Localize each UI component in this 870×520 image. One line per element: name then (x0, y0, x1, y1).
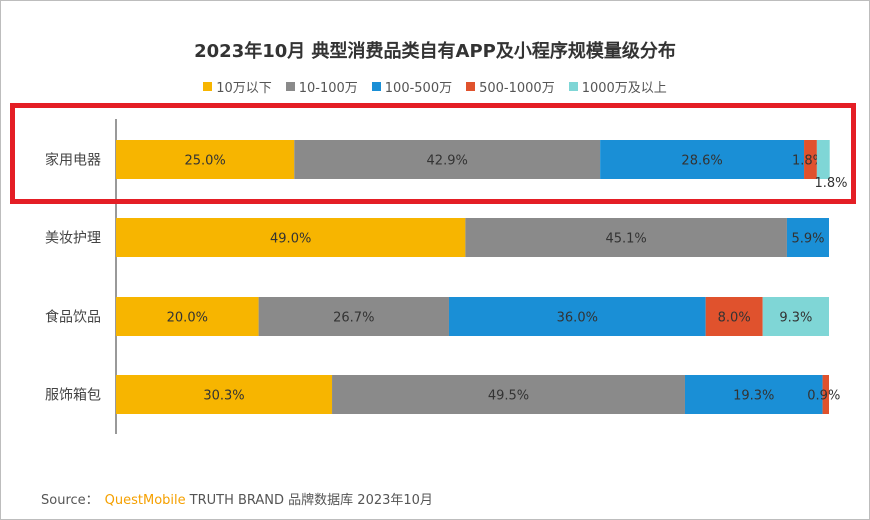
data-label: 28.6% (681, 154, 722, 169)
data-label: 45.1% (605, 232, 646, 247)
data-label: 1.8% (814, 176, 847, 191)
data-label: 26.7% (333, 311, 374, 326)
legend-label: 10-100万 (298, 81, 358, 96)
source-rest: TRUTH BRAND 品牌数据库 2023年10月 (189, 493, 433, 508)
legend-item-over-10m: 1000万及以上 (568, 77, 667, 96)
source-label: Source： (41, 493, 99, 508)
legend-swatch (371, 82, 381, 91)
bar-segment (684, 375, 823, 414)
data-label: 36.0% (557, 311, 598, 326)
source-note: Source： QuestMobile TRUTH BRAND 品牌数据库 2023… (41, 489, 433, 508)
data-label: 9.3% (779, 311, 812, 326)
bar-segment (804, 140, 817, 179)
chart-title: 2023年10月 典型消费品类自有APP及小程序规模量级分布 (194, 41, 676, 62)
bar-segment (116, 140, 295, 179)
bar-segment (705, 297, 763, 336)
data-label: 0.9% (807, 389, 840, 404)
legend-swatch (203, 82, 213, 91)
legend-swatch (568, 82, 578, 91)
legend-item-5m-10m: 500-1000万 (466, 77, 555, 96)
bar-segment (600, 140, 805, 179)
category-label: 食品饮品 (45, 309, 101, 326)
category-label: 家用电器 (45, 152, 101, 169)
legend-item-under-100k: 10万以下 (203, 77, 272, 96)
data-label: 30.3% (203, 389, 244, 404)
bar-segment (465, 218, 787, 257)
legend-label: 10万以下 (216, 81, 272, 96)
bar-segment (258, 297, 449, 336)
data-label: 49.5% (488, 389, 529, 404)
data-label: 49.0% (270, 232, 311, 247)
bar-segment (116, 218, 466, 257)
legend-item-100k-1m: 10-100万 (285, 77, 358, 96)
legend-label: 500-1000万 (479, 81, 555, 96)
data-label: 20.0% (167, 311, 208, 326)
bar-segment (816, 140, 830, 179)
data-label: 42.9% (427, 154, 468, 169)
category-label: 美妆护理 (45, 231, 101, 247)
bar-segment (116, 297, 259, 336)
legend-swatch (285, 82, 295, 91)
legend-swatch (466, 82, 476, 91)
bar-segment (294, 140, 601, 179)
data-label: 8.0% (718, 311, 751, 326)
bar-segment (448, 297, 706, 336)
legend-label: 1000万及以上 (581, 81, 667, 96)
source-brand: QuestMobile (104, 493, 186, 508)
legend-item-1m-5m: 100-500万 (371, 77, 453, 96)
data-label: 25.0% (184, 154, 225, 169)
data-label: 1.8% (792, 154, 825, 169)
bar-segment (762, 297, 829, 336)
bar-segment (786, 218, 829, 257)
data-label: 5.9% (791, 232, 824, 247)
data-label: 19.3% (733, 389, 774, 404)
bar-segment (822, 375, 829, 414)
chart-legend: 10万以下 10-100万 100-500万 500-1000万 1000万及以… (1, 77, 869, 96)
category-label: 服饰箱包 (45, 388, 101, 404)
bar-segment (116, 375, 333, 414)
bar-segment (332, 375, 685, 414)
highlight-box (10, 103, 856, 204)
legend-label: 100-500万 (384, 81, 453, 96)
